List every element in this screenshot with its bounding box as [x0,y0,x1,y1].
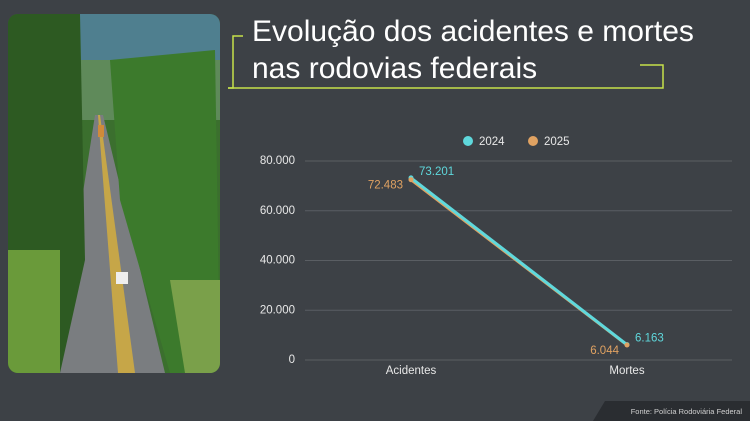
point [624,342,630,348]
legend-label: 2024 [479,136,505,148]
title-bracket [228,64,664,89]
source-box [593,401,750,421]
y-tick-label: 0 [289,354,295,366]
source: Fonte: Polícia Rodoviária Federal [631,407,743,416]
x-tick-label: Mortes [609,365,644,377]
x-tick-label: Acidentes [386,365,437,377]
data-label: 73.201 [419,166,454,178]
data-label: 72.483 [368,180,403,192]
point [408,177,414,183]
legend-label: 2025 [544,136,570,148]
data-label: 6.044 [590,345,619,357]
y-tick-label: 80.000 [260,155,295,167]
y-tick-label: 20.000 [260,304,295,316]
legend-marker [463,136,473,146]
legend-marker [528,136,538,146]
y-tick-label: 60.000 [260,205,295,217]
photo [8,14,220,373]
y-tick-label: 40.000 [260,255,295,267]
data-label: 6.163 [635,333,664,345]
series-line [410,176,628,346]
chart-title: Evolução dos acidentes e mortes [252,15,694,48]
chart-title: nas rodovias federais [252,52,537,85]
